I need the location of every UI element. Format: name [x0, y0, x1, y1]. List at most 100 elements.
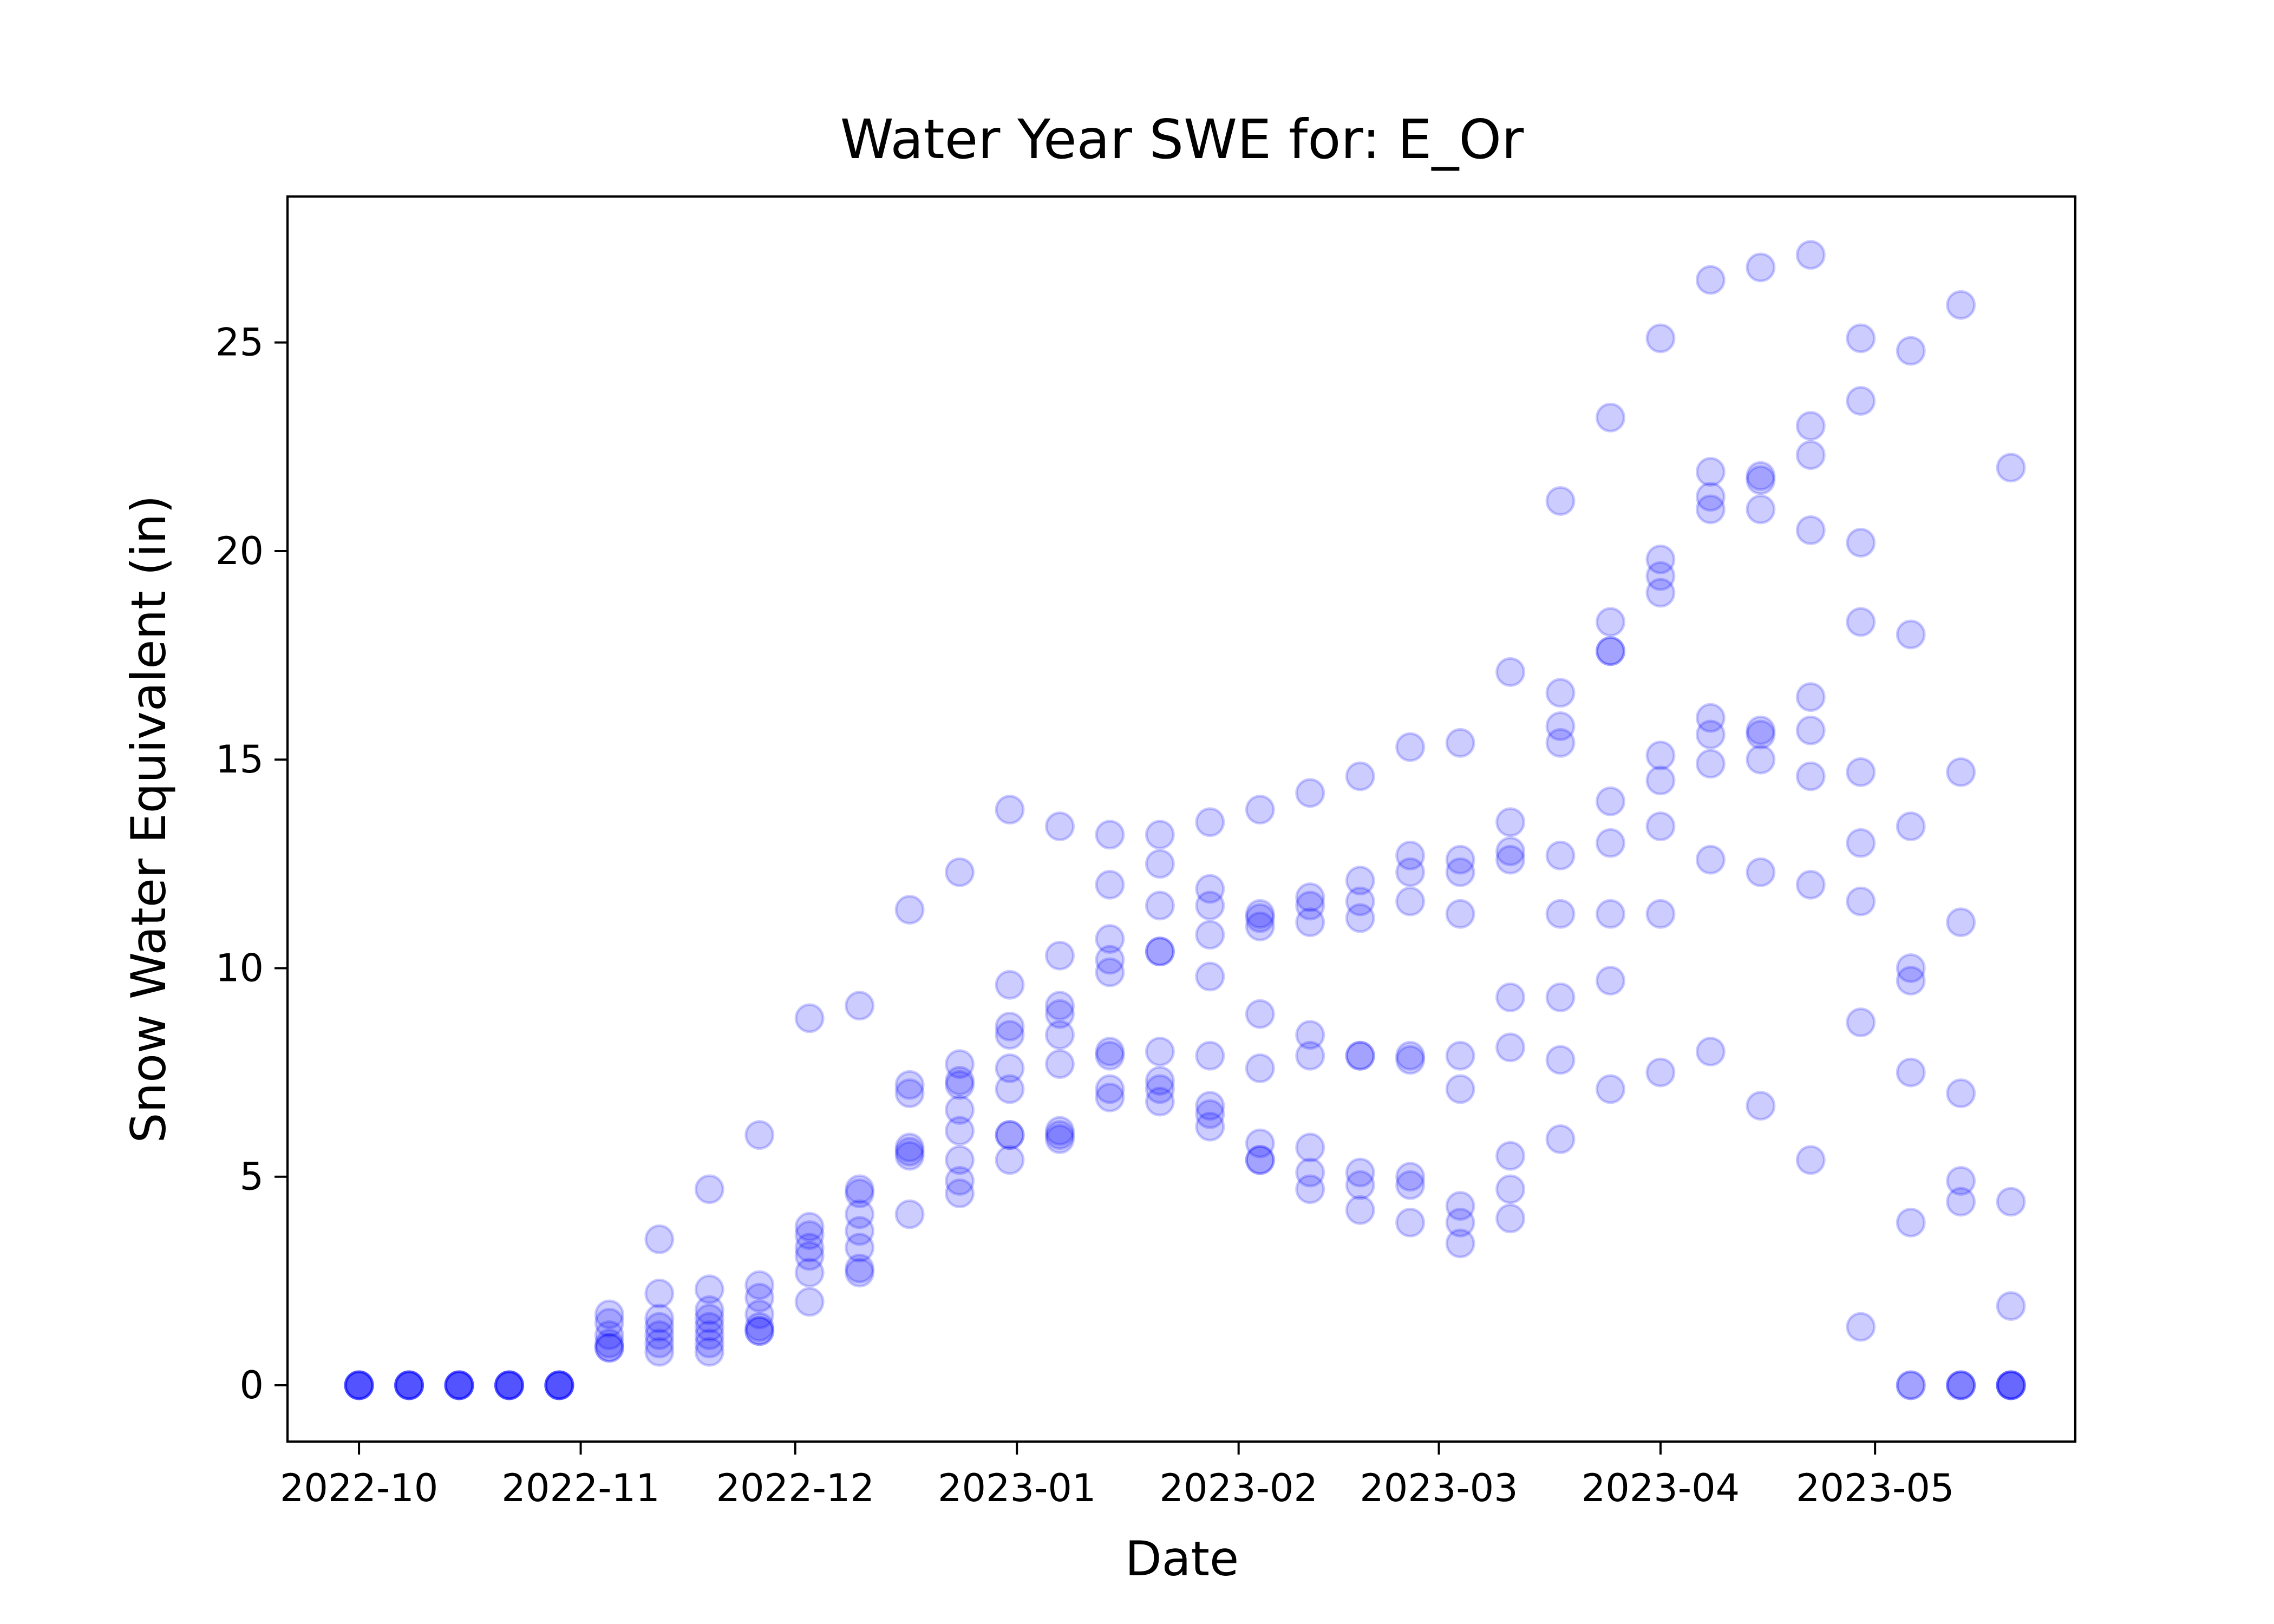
swe-data-point — [494, 1370, 524, 1400]
swe-data-point — [344, 1370, 374, 1400]
swe-data-point — [1245, 899, 1275, 929]
swe-data-point — [1996, 1370, 2026, 1400]
swe-data-point — [1044, 991, 1075, 1021]
swe-data-point — [1295, 778, 1325, 808]
swe-data-point — [544, 1370, 574, 1400]
swe-data-point — [1846, 323, 1876, 353]
swe-data-point — [1044, 940, 1075, 971]
swe-data-point — [594, 1333, 624, 1363]
swe-data-point — [1946, 290, 1976, 320]
swe-data-point — [394, 1370, 424, 1400]
swe-data-point — [1395, 1207, 1426, 1237]
swe-data-point — [1095, 1037, 1125, 1067]
swe-data-point — [1946, 1370, 1976, 1400]
swe-data-point — [1846, 1007, 1876, 1038]
swe-data-point — [1295, 1040, 1325, 1071]
swe-data-point — [594, 1299, 624, 1330]
swe-data-point — [1746, 1091, 1776, 1121]
swe-data-point — [945, 1178, 975, 1209]
swe-data-point — [1746, 465, 1776, 495]
x-tick-label: 2023-05 — [1796, 1466, 1954, 1510]
swe-data-point — [1395, 1170, 1426, 1200]
swe-data-point — [1946, 1078, 1976, 1109]
swe-data-point — [444, 1370, 474, 1400]
swe-data-point — [1595, 786, 1625, 816]
swe-data-point — [744, 1312, 775, 1342]
swe-data-point — [845, 1199, 875, 1229]
swe-data-point — [1395, 857, 1426, 887]
swe-data-point — [1946, 1370, 1976, 1400]
chart-title: Water Year SWE for: E_Or — [840, 108, 1524, 171]
swe-data-point — [1645, 323, 1676, 353]
swe-data-point — [1946, 1187, 1976, 1217]
swe-data-point — [1695, 457, 1726, 487]
swe-data-point — [1095, 1074, 1125, 1104]
y-tick-label: 10 — [215, 946, 264, 990]
swe-data-point — [1395, 1045, 1426, 1075]
x-tick-label: 2022-10 — [280, 1466, 438, 1510]
swe-data-point — [1946, 1370, 1976, 1400]
swe-data-point — [1795, 682, 1826, 712]
swe-data-point — [444, 1370, 474, 1400]
x-tick-label: 2022-11 — [501, 1466, 659, 1510]
swe-data-point — [444, 1370, 474, 1400]
swe-data-point — [1145, 1066, 1175, 1096]
swe-data-point — [1896, 953, 1926, 983]
swe-data-point — [1746, 252, 1776, 283]
swe-data-point — [1846, 607, 1876, 637]
x-tick-label: 2023-04 — [1582, 1466, 1740, 1510]
swe-data-point — [1595, 636, 1625, 666]
swe-data-point — [594, 1307, 624, 1338]
swe-data-point — [1295, 907, 1325, 938]
swe-data-point — [1595, 899, 1625, 929]
swe-data-point — [1095, 924, 1125, 954]
swe-data-point — [644, 1337, 675, 1367]
swe-data-point — [1896, 1207, 1926, 1237]
swe-data-point — [444, 1370, 474, 1400]
swe-data-point — [644, 1328, 675, 1359]
swe-data-point — [1495, 844, 1526, 875]
swe-data-point — [1445, 844, 1475, 875]
swe-data-point — [1545, 711, 1576, 742]
swe-data-point — [1245, 795, 1275, 825]
swe-data-point — [1695, 482, 1726, 512]
swe-data-point — [694, 1328, 724, 1359]
swe-data-point — [845, 1216, 875, 1246]
swe-data-point — [1245, 1128, 1275, 1158]
swe-data-point — [1295, 1020, 1325, 1050]
swe-data-point — [1645, 561, 1676, 591]
swe-data-point — [1445, 1040, 1475, 1071]
swe-data-point — [1445, 1207, 1475, 1237]
swe-data-point — [845, 1253, 875, 1284]
swe-data-point — [744, 1299, 775, 1330]
swe-data-point — [594, 1320, 624, 1351]
swe-data-point — [1746, 461, 1776, 491]
swe-data-point — [1996, 1370, 2026, 1400]
swe-data-point — [1395, 840, 1426, 870]
swe-data-point — [694, 1312, 724, 1342]
swe-data-point — [494, 1370, 524, 1400]
swe-data-point — [1345, 1195, 1375, 1225]
swe-data-point — [744, 1282, 775, 1313]
swe-data-point — [1445, 1228, 1475, 1259]
swe-data-point — [1645, 811, 1676, 841]
swe-data-point — [1495, 982, 1526, 1012]
swe-data-point — [1746, 857, 1776, 887]
swe-data-point — [1545, 486, 1576, 516]
swe-data-point — [1495, 657, 1526, 687]
swe-data-point — [494, 1370, 524, 1400]
swe-data-point — [1095, 820, 1125, 850]
swe-data-point — [794, 1233, 825, 1263]
swe-data-point — [794, 1287, 825, 1317]
swe-data-point — [1245, 1145, 1275, 1175]
swe-data-point — [1545, 1045, 1576, 1075]
swe-data-point — [1145, 1074, 1175, 1104]
swe-data-point — [1245, 999, 1275, 1029]
swe-data-point — [1695, 265, 1726, 295]
swe-data-point — [1896, 1057, 1926, 1088]
swe-data-point — [1395, 886, 1426, 916]
swe-data-point — [594, 1328, 624, 1359]
swe-data-point — [1795, 440, 1826, 470]
swe-data-point — [894, 1132, 925, 1163]
swe-data-point — [394, 1370, 424, 1400]
